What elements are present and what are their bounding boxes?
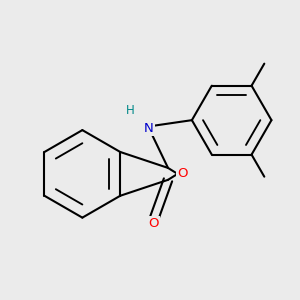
Text: H: H [126, 104, 135, 117]
Text: O: O [148, 217, 159, 230]
Text: O: O [177, 167, 188, 180]
Text: N: N [144, 122, 154, 135]
